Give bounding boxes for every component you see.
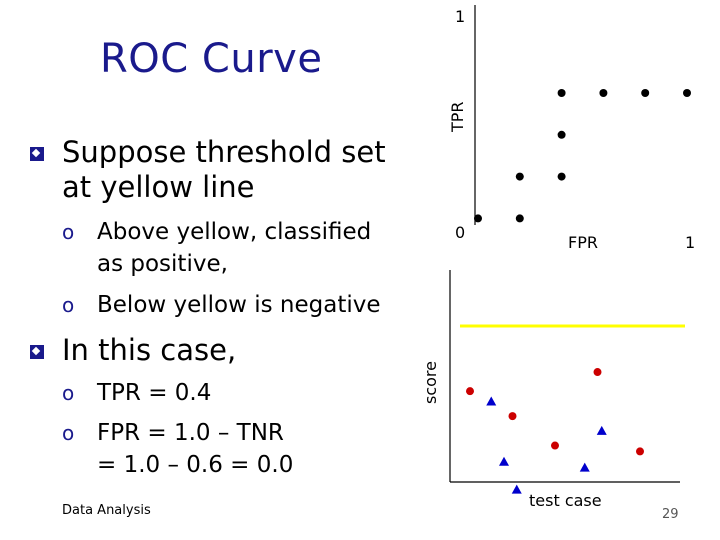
- negative-point-2: [499, 456, 509, 466]
- page-number: 29: [662, 507, 679, 522]
- bullet-1-line-1: Suppose threshold set: [62, 135, 386, 169]
- roc-point-4: [557, 172, 566, 181]
- roc-points-group: [474, 89, 691, 223]
- sub-bullet-4-line-2: = 1.0 – 0.6 = 0.0: [97, 452, 294, 478]
- roc-point-9: [683, 89, 691, 97]
- roc-y-tick-bottom: 0: [455, 223, 465, 242]
- roc-point-8: [641, 89, 650, 97]
- roc-y-label: TPR: [448, 101, 467, 133]
- bullet-1-line-2: at yellow line: [62, 170, 255, 204]
- positive-point-2: [508, 412, 517, 421]
- roc-point-7: [599, 89, 608, 97]
- negative-point-5: [596, 425, 607, 435]
- sub-bullet-4-line-1: FPR = 1.0 – TNR: [97, 420, 284, 446]
- roc-point-1: [474, 214, 482, 223]
- roc-x-label: FPR: [568, 233, 598, 252]
- score-plot: score test case: [421, 270, 685, 510]
- roc-y-tick-top: 1: [455, 7, 465, 26]
- roc-x-tick-right: 1: [685, 233, 695, 252]
- negative-point-3: [511, 484, 522, 494]
- sub-bullet-3-line-1: TPR = 0.4: [97, 380, 212, 406]
- negative-point-1: [486, 396, 497, 406]
- footer-label: Data Analysis: [62, 503, 151, 518]
- bullet-2-line-1: In this case,: [62, 333, 237, 367]
- negative-point-4: [579, 462, 590, 472]
- roc-point-6: [557, 89, 566, 97]
- sub-bullet-1-line-2: as positive,: [97, 251, 228, 277]
- slide-title: ROC Curve: [100, 36, 323, 82]
- sub-bullet-marker: o: [62, 220, 75, 244]
- positive-point-1: [466, 387, 474, 396]
- sub-bullet-marker: o: [62, 381, 75, 405]
- roc-plot: 1 0 1 FPR TPR: [448, 5, 695, 252]
- sub-bullet-marker: o: [62, 421, 75, 445]
- score-y-label: score: [421, 361, 440, 404]
- score-x-label: test case: [529, 491, 602, 510]
- sub-bullet-1-line-1: Above yellow, classified: [97, 219, 372, 245]
- roc-point-3: [515, 172, 524, 181]
- sub-bullet-marker: o: [62, 293, 75, 317]
- bullet-diamond-icon: [30, 147, 44, 161]
- roc-point-5: [557, 130, 566, 139]
- positive-point-4: [593, 368, 602, 377]
- sub-bullet-2-line-1: Below yellow is negative: [97, 292, 381, 318]
- bullet-diamond-icon: [30, 345, 44, 359]
- roc-point-2: [515, 214, 524, 223]
- positive-point-5: [636, 447, 644, 456]
- score-points-group: [466, 368, 644, 494]
- positive-point-3: [551, 441, 559, 450]
